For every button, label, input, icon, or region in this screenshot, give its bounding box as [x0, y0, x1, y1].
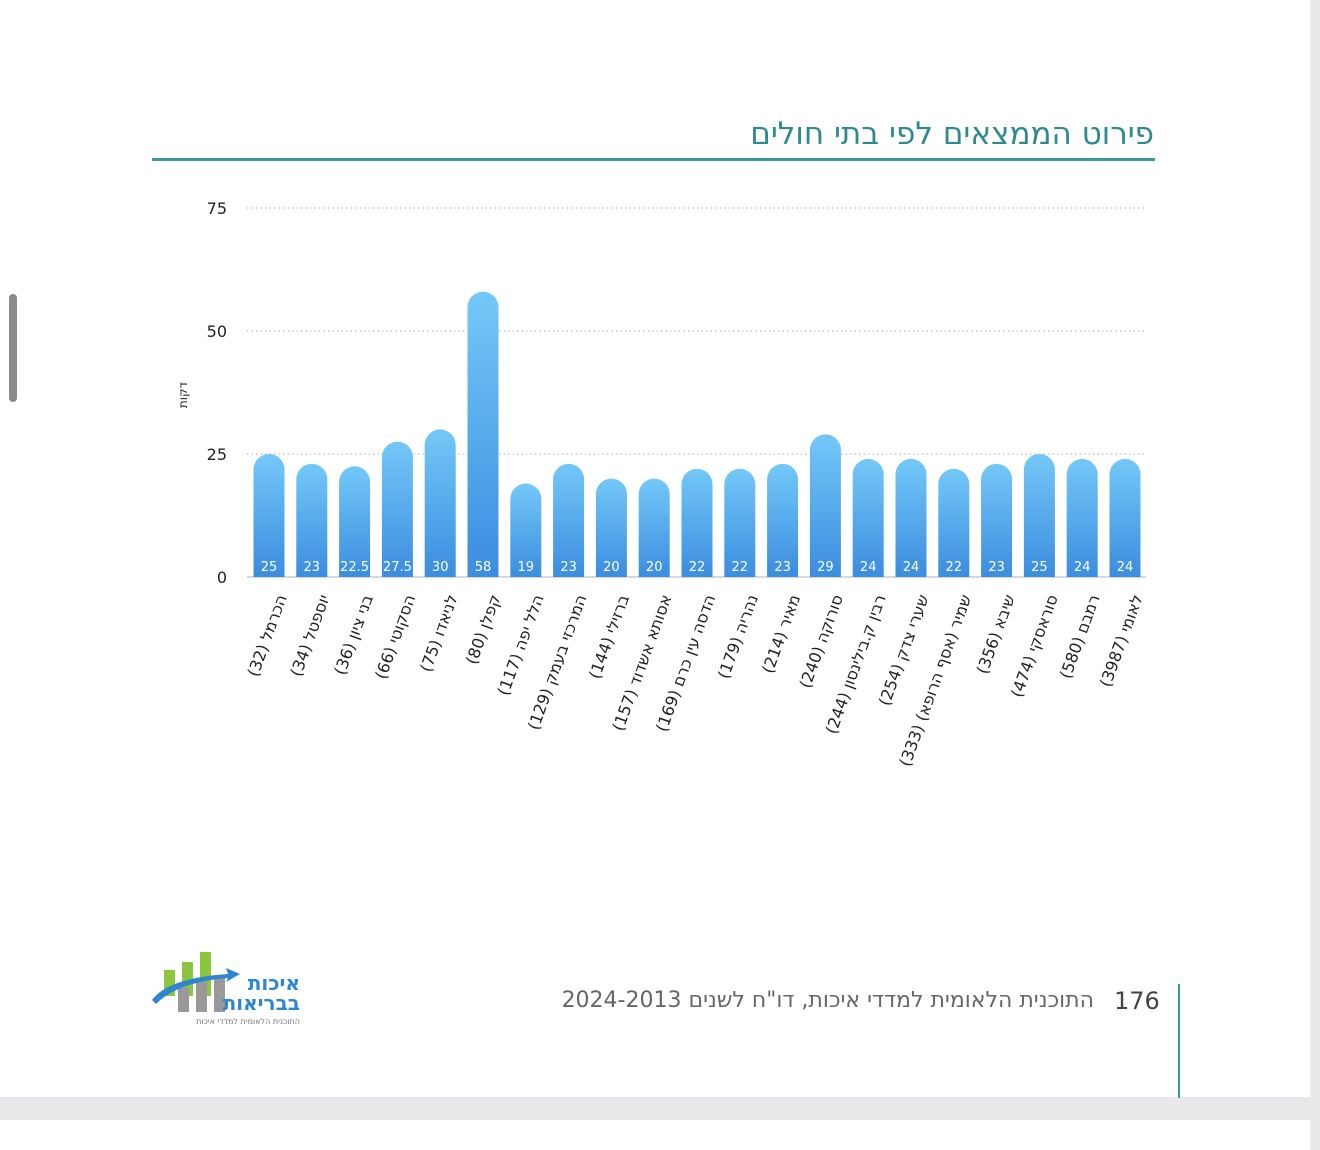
page-title: פירוט הממצאים לפי בתי חולים: [750, 116, 1154, 152]
bar: [767, 463, 799, 577]
bar: [724, 468, 756, 577]
svg-text:בבריאות: בבריאות: [223, 991, 300, 1015]
bar-chart: 25 23 22.5 27.5 30 58 19 23 20 20 22 22 23 29 24 24 22 23…: [207, 199, 1146, 587]
data-label: 19: [518, 560, 535, 575]
data-label: 20: [603, 560, 620, 575]
data-label: 25: [261, 560, 278, 575]
data-label: 24: [1117, 560, 1134, 575]
svg-text:איכות: איכות: [248, 971, 300, 995]
bar: [809, 434, 841, 577]
bar: [381, 441, 413, 577]
logo: איכות בבריאות התוכנית הלאומית למדדי איכו…: [152, 952, 300, 1026]
data-label: 22.5: [340, 560, 369, 575]
svg-text:התוכנית הלאומית למדדי איכות: התוכנית הלאומית למדדי איכות: [196, 1017, 300, 1026]
scrollbar[interactable]: [9, 294, 17, 402]
y-tick-label: 75: [207, 199, 227, 218]
title-divider: [152, 158, 1155, 161]
bar: [553, 463, 585, 577]
bar: [638, 478, 670, 577]
y-tick-label: 0: [217, 568, 227, 587]
data-label: 23: [560, 560, 577, 575]
data-label: 29: [817, 560, 834, 575]
bar: [424, 429, 456, 577]
bar: [852, 458, 884, 577]
data-label: 27.5: [383, 560, 412, 575]
page-number: 176: [1114, 987, 1160, 1015]
data-label: 30: [432, 560, 449, 575]
data-label: 23: [988, 560, 1005, 575]
bar: [339, 466, 371, 577]
data-label: 22: [689, 560, 706, 575]
bar: [467, 291, 499, 577]
data-label: 23: [304, 560, 321, 575]
bar: [510, 483, 542, 577]
data-label: 22: [946, 560, 963, 575]
footer-text: התוכנית הלאומית למדדי איכות, דו"ח לשנים …: [561, 988, 1094, 1013]
data-label: 24: [860, 560, 877, 575]
data-label: 24: [1074, 560, 1091, 575]
bar: [938, 468, 970, 577]
bar: [253, 453, 285, 577]
data-label: 58: [475, 560, 492, 575]
data-label: 25: [1031, 560, 1048, 575]
footer-divider: [1178, 984, 1180, 1098]
next-page: [0, 1120, 1310, 1150]
data-label: 24: [903, 560, 920, 575]
bar: [595, 478, 627, 577]
y-axis-label: דקות: [176, 381, 191, 409]
bar: [296, 463, 328, 577]
bar: [981, 463, 1013, 577]
data-label: 23: [774, 560, 791, 575]
bar: [681, 468, 713, 577]
data-label: 22: [732, 560, 749, 575]
y-tick-label: 50: [207, 322, 227, 341]
bar: [895, 458, 927, 577]
bar: [1109, 458, 1141, 577]
bar: [1023, 453, 1055, 577]
bar: [1066, 458, 1098, 577]
data-label: 20: [646, 560, 663, 575]
y-tick-label: 25: [207, 445, 227, 464]
